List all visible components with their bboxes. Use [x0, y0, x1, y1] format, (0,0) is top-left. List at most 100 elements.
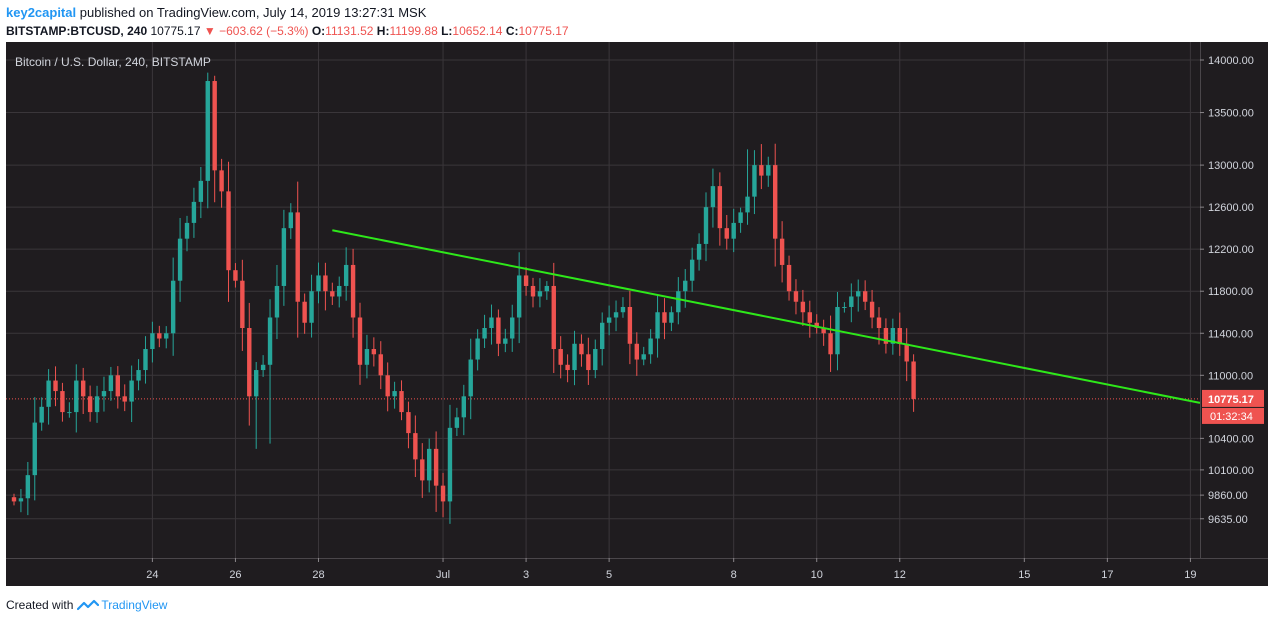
- time-scale[interactable]: [6, 558, 1268, 586]
- candle-body: [184, 222, 190, 239]
- candle-body: [814, 322, 819, 329]
- candle-body: [392, 391, 397, 397]
- trendline[interactable]: [332, 229, 1201, 404]
- tradingview-brand[interactable]: TradingView: [101, 598, 168, 612]
- x-tick-label: 24: [146, 569, 158, 581]
- price-scale[interactable]: [1200, 42, 1268, 558]
- chart-header: key2capital published on TradingView.com…: [6, 4, 1266, 40]
- candle-body: [330, 291, 335, 297]
- candle-body: [205, 81, 210, 181]
- candle-body: [454, 417, 460, 428]
- author-link[interactable]: key2capital: [6, 5, 77, 20]
- candle-body: [676, 291, 681, 313]
- candle-body: [420, 459, 425, 481]
- candle-body: [281, 228, 287, 286]
- candle-body: [786, 264, 792, 292]
- candle-body: [842, 306, 847, 308]
- candle-body: [323, 275, 328, 292]
- y-tick-label: 9860.00: [1208, 490, 1248, 502]
- candle-body: [710, 186, 716, 208]
- x-tick-label: 17: [1101, 569, 1113, 581]
- candle-body: [489, 317, 494, 329]
- x-tick-label: 3: [523, 569, 529, 581]
- publish-line: key2capital published on TradingView.com…: [6, 4, 1266, 22]
- candle-body: [807, 312, 812, 323]
- candle-body: [911, 361, 916, 399]
- candle-body: [689, 259, 695, 281]
- low-label: L:: [441, 24, 453, 38]
- candle-body: [579, 343, 584, 355]
- candle-body: [385, 375, 390, 397]
- x-tick-label: 26: [229, 569, 241, 581]
- candle-body: [364, 349, 370, 365]
- candle-body: [233, 270, 238, 281]
- candle-body: [752, 165, 757, 197]
- close-value: 10775.17: [518, 24, 569, 38]
- candle-body: [890, 328, 896, 344]
- candle-body: [440, 485, 446, 502]
- candle-body: [613, 312, 619, 318]
- candle-body: [593, 349, 598, 371]
- candle-body: [648, 338, 653, 355]
- low-value: 10652.14: [452, 24, 503, 38]
- candle-body: [862, 291, 868, 302]
- candle-body: [108, 375, 114, 392]
- y-tick-label: 13500.00: [1208, 108, 1254, 120]
- candle-body: [683, 280, 688, 292]
- candle-body: [897, 328, 902, 344]
- tradingview-logo-icon: [77, 599, 100, 611]
- candle-body: [150, 333, 155, 350]
- candle-body: [773, 165, 778, 239]
- candle-body: [94, 396, 100, 413]
- candle-body: [247, 328, 252, 397]
- candle-body: [620, 306, 626, 313]
- candle-body: [503, 338, 508, 344]
- candle-body: [696, 243, 702, 260]
- y-tick-label: 9635.00: [1208, 514, 1248, 526]
- last-price-badge-text: 10775.17: [1208, 394, 1254, 406]
- countdown-badge: [1202, 407, 1264, 424]
- candle-body: [198, 180, 204, 202]
- candle-body: [357, 317, 363, 365]
- candle-body: [641, 354, 646, 360]
- x-tick-label: 5: [606, 569, 612, 581]
- candle-body: [226, 191, 231, 271]
- candle-body: [482, 328, 487, 339]
- candle-body: [904, 343, 909, 362]
- candle-body: [170, 280, 176, 334]
- candle-body: [378, 354, 383, 376]
- candle-body: [240, 280, 245, 329]
- candle-body: [745, 196, 750, 213]
- candle-body: [738, 212, 743, 223]
- candle-body: [413, 433, 418, 460]
- candle-body: [759, 165, 764, 176]
- plot-area[interactable]: [6, 42, 1200, 558]
- candle-body: [821, 328, 826, 334]
- candle-body: [800, 301, 806, 313]
- candle-body: [600, 322, 605, 350]
- candle-body: [337, 285, 342, 297]
- candle-body: [447, 427, 453, 502]
- last-price: 10775.17: [150, 24, 201, 38]
- chart-title: Bitcoin / U.S. Dollar, 240, BITSTAMP: [15, 55, 211, 69]
- candle-body: [371, 349, 377, 355]
- x-tick-label: 28: [312, 569, 324, 581]
- candle-body: [60, 391, 65, 413]
- candle-body: [115, 375, 120, 397]
- x-tick-label: 10: [811, 569, 823, 581]
- candle-body: [586, 354, 591, 371]
- x-tick-label: Jul: [436, 569, 450, 581]
- candle-body: [662, 312, 667, 323]
- candle-body: [302, 301, 307, 323]
- last-price-badge: [1202, 389, 1264, 407]
- price-chart[interactable]: 14000.00 13500.00 13000.00 12600.00 12200.00…: [6, 42, 1268, 586]
- candle-body: [496, 317, 501, 344]
- y-tick-label: 13000.00: [1208, 160, 1254, 172]
- open-label: O:: [311, 24, 326, 38]
- candle-body: [316, 275, 321, 292]
- candle-body: [274, 285, 280, 318]
- candle-body: [433, 448, 439, 486]
- published-text: published on TradingView.com, July 14, 2…: [79, 5, 427, 20]
- candle-body: [254, 370, 259, 397]
- y-tick-label: 10400.00: [1208, 433, 1254, 445]
